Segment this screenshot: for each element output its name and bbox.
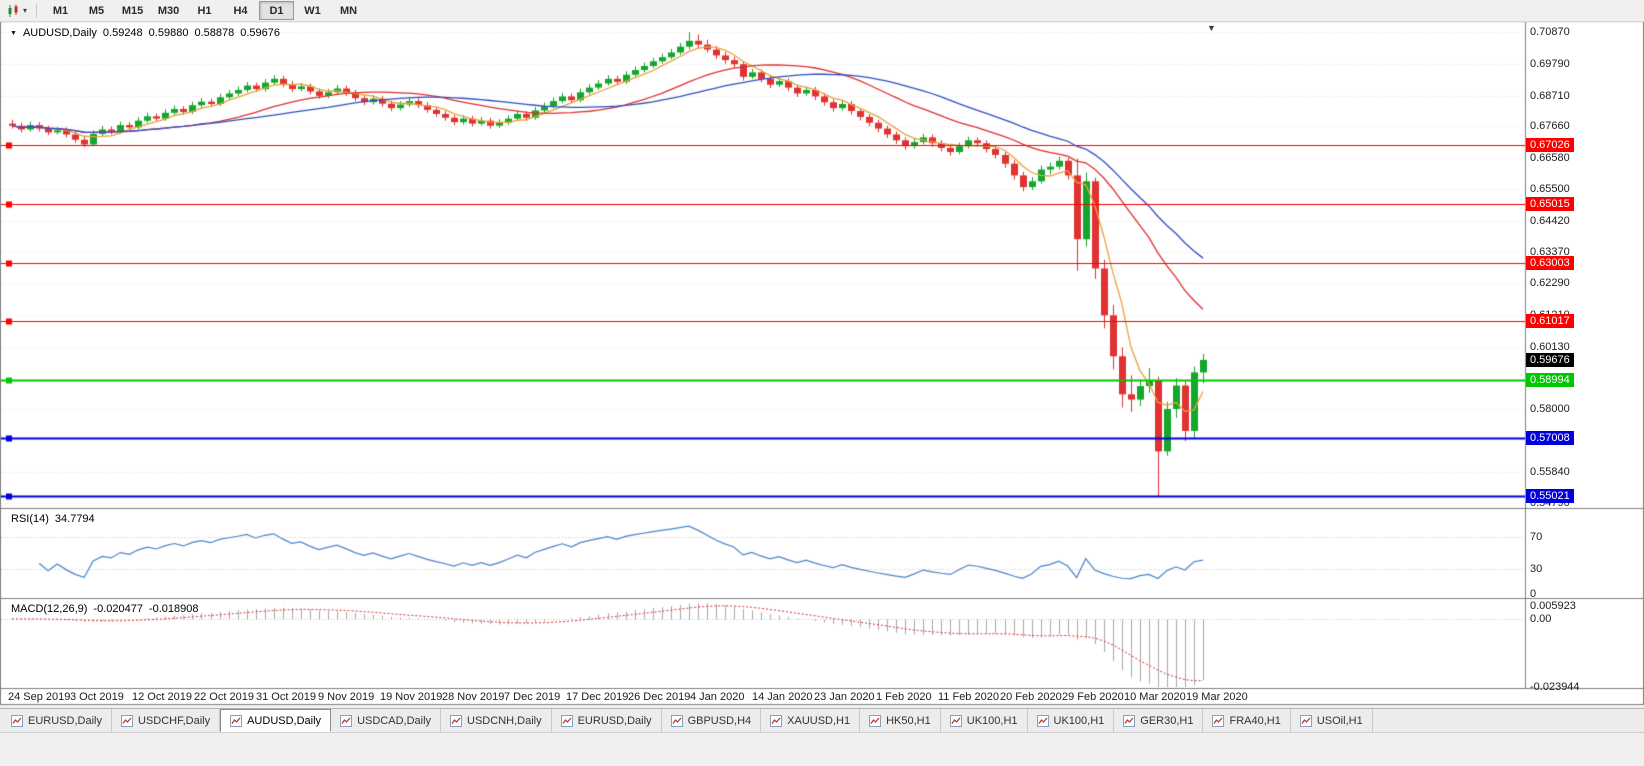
chart-tab-11-ger30-h1[interactable]: GER30,H1: [1114, 709, 1204, 732]
chart-tab-8-hk50-h1[interactable]: HK50,H1: [860, 709, 941, 732]
chart-type-selector[interactable]: ▾: [3, 3, 30, 19]
tab-label: EURUSD,Daily: [28, 714, 102, 727]
tab-label: UK100,H1: [1053, 714, 1105, 727]
toolbar: ▾ M1 M5 M15 M30 H1 H4 D1 W1 MN: [0, 0, 1644, 22]
chart-icon: [450, 714, 463, 727]
tab-label: USOil,H1: [1316, 714, 1363, 727]
chart-icon: [560, 714, 573, 727]
chart-icon: [1299, 714, 1312, 727]
chart-tab-7-xauusd-h1[interactable]: XAUUSD,H1: [761, 709, 861, 732]
chart-tab-5-eurusd-daily[interactable]: EURUSD,Daily: [552, 709, 662, 732]
toolbar-separator: [36, 3, 38, 18]
chart-icon: [770, 714, 783, 727]
chart-tab-bar: EURUSD,Daily USDCHF,Daily AUDUSD,Daily USDC…: [0, 708, 1644, 733]
timeframe-button-m5[interactable]: M5: [88, 4, 105, 17]
tab-label: HK50,H1: [886, 714, 931, 727]
timeframe-button-d1[interactable]: D1: [259, 1, 295, 20]
chart-tab-6-gbpusd-h4[interactable]: GBPUSD,H4: [662, 709, 762, 732]
chart-icon: [1123, 714, 1136, 727]
tab-label: AUDUSD,Daily: [247, 714, 322, 727]
timeframe-button-h4[interactable]: H4: [233, 4, 248, 17]
chart-icon: [670, 714, 683, 727]
tab-label: FRA40,H1: [1229, 714, 1281, 727]
chart-icon: [1212, 714, 1225, 727]
tab-label: XAUUSD,H1: [787, 714, 851, 727]
chart-icon: [11, 714, 23, 727]
chart-tab-12-fra40-h1[interactable]: FRA40,H1: [1203, 709, 1291, 732]
chart-icon: [869, 714, 882, 727]
timeframe-button-m15[interactable]: M15: [121, 4, 144, 17]
chart-tab-2-audusd-daily[interactable]: AUDUSD,Daily: [220, 709, 332, 732]
tab-label: USDCAD,Daily: [357, 714, 432, 727]
tab-label: GER30,H1: [1140, 714, 1194, 727]
chart-icon: [1036, 714, 1049, 727]
chart-tab-13-usoil-h1[interactable]: USOil,H1: [1291, 709, 1373, 732]
chart-tab-1-usdchf-daily[interactable]: USDCHF,Daily: [112, 709, 221, 732]
chart-icon: [340, 714, 353, 727]
tab-label: EURUSD,Daily: [577, 714, 652, 727]
timeframe-button-m30[interactable]: M30: [157, 4, 180, 17]
timeframe-button-h1[interactable]: H1: [197, 4, 212, 17]
chart-icon: [230, 714, 243, 727]
timeframe-button-mn[interactable]: MN: [339, 4, 358, 17]
tab-label: USDCNH,Daily: [467, 714, 542, 727]
chart-tab-4-usdcnh-daily[interactable]: USDCNH,Daily: [441, 709, 552, 732]
chart-icon: [120, 714, 133, 727]
chart-tab-0-eurusd-daily[interactable]: EURUSD,Daily: [2, 709, 112, 732]
tab-label: UK100,H1: [966, 714, 1018, 727]
timeframe-button-m1[interactable]: M1: [52, 4, 69, 17]
chart-tab-3-usdcad-daily[interactable]: USDCAD,Daily: [331, 709, 442, 732]
timeframe-button-w1[interactable]: W1: [304, 4, 321, 17]
chart-tab-9-uk100-h1[interactable]: UK100,H1: [941, 709, 1028, 732]
candlestick-chart-icon: [8, 4, 18, 17]
tab-label: GBPUSD,H4: [687, 714, 752, 727]
chart-tab-10-uk100-h1[interactable]: UK100,H1: [1028, 709, 1115, 732]
chart-icon: [949, 714, 962, 727]
tab-label: USDCHF,Daily: [137, 714, 211, 727]
dropdown-arrow-icon: ▾: [23, 6, 28, 15]
timeframe-button-group: M1 M5 M15 M30 H1 H4 D1 W1 MN: [43, 1, 366, 20]
